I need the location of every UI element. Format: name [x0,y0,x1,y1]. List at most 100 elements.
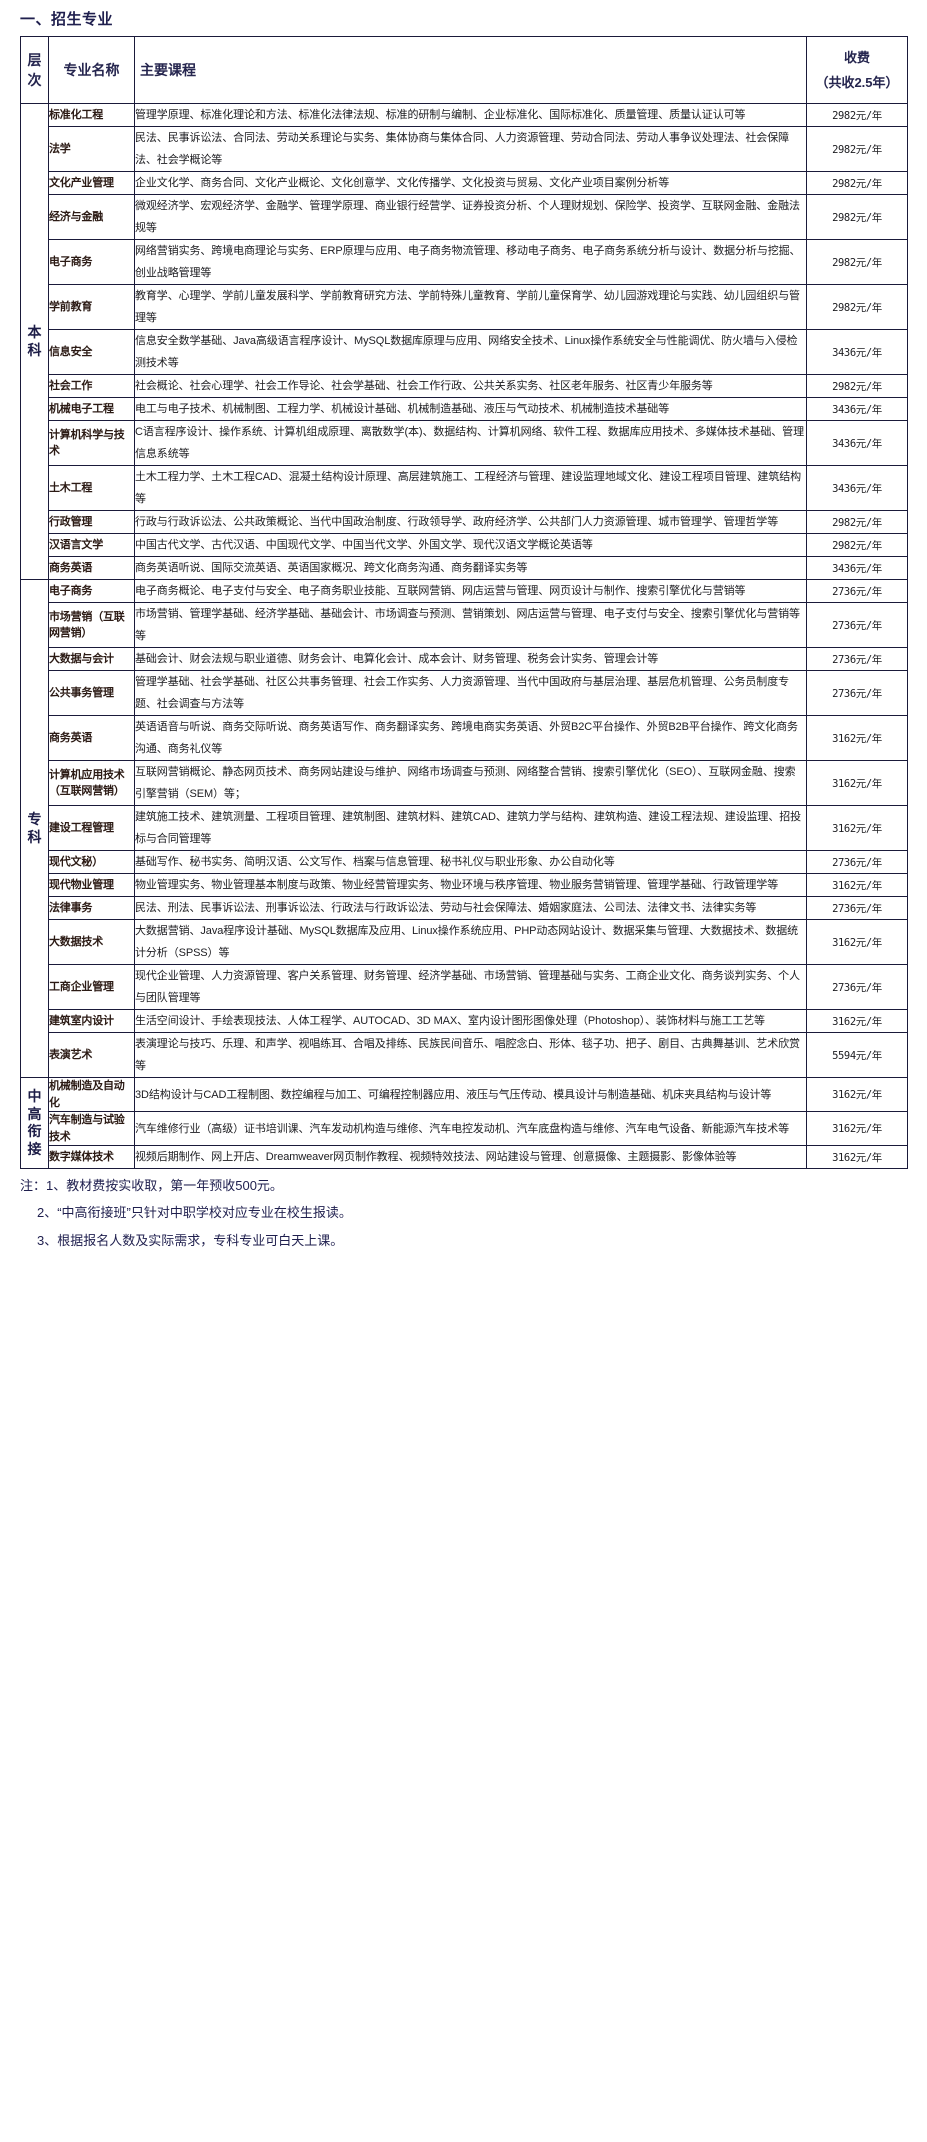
courses-cell: 管理学基础、社会学基础、社区公共事务管理、社会工作实务、人力资源管理、当代中国政… [134,670,807,716]
table-row: 行政管理 行政与行政诉讼法、公共政策概论、当代中国政治制度、行政领导学、政府经济学… [21,510,908,534]
fee-cell: 2982元/年 [806,239,908,285]
table-row: 现代文秘） 基础写作、秘书实务、简明汉语、公文写作、档案与信息管理、秘书礼仪与职业… [21,850,908,874]
major-name-cell: 数字媒体技术 [48,1145,135,1169]
table-row: 计算机科学与技术 C语言程序设计、操作系统、计算机组成原理、离散数学(本)、数据结… [21,420,908,466]
courses-cell: 民法、民事诉讼法、合同法、劳动关系理论与实务、集体协商与集体合同、人力资源管理、… [134,126,807,172]
fee-cell: 2982元/年 [806,510,908,534]
major-name-cell: 行政管理 [48,510,135,534]
major-name-cell: 现代物业管理 [48,873,135,897]
table-row: 建设工程管理 建筑施工技术、建筑测量、工程项目管理、建筑制图、建筑材料、建筑CAD… [21,805,908,851]
table-row: 专科 电子商务 电子商务概论、电子支付与安全、电子商务职业技能、互联网营销、网店运营… [20,579,908,1078]
level-cell: 专科 [20,579,49,1078]
major-name-cell: 社会工作 [48,374,135,398]
major-name-cell: 建设工程管理 [48,805,135,851]
fee-cell: 3162元/年 [806,873,908,897]
major-name-cell: 文化产业管理 [48,171,135,195]
courses-cell: 基础写作、秘书实务、简明汉语、公文写作、档案与信息管理、秘书礼仪与职业形象、办公… [134,850,807,874]
fee-cell: 2982元/年 [806,284,908,330]
major-name-cell: 土木工程 [48,465,135,511]
note-line: 2、“中高衔接班”只针对中职学校对应专业在校生报读。 [37,1205,352,1221]
courses-cell: 建筑施工技术、建筑测量、工程项目管理、建筑制图、建筑材料、建筑CAD、建筑力学与… [134,805,807,851]
notes-block: 注：1、教材费按实收取，第一年预收500元。 2、“中高衔接班”只针对中职学校对应… [20,1178,927,1249]
fee-cell: 2736元/年 [806,964,908,1010]
table-row: 文化产业管理 企业文化学、商务合同、文化产业概论、文化创意学、文化传播学、文化投资… [21,171,908,195]
note-line: 3、根据报名人数及实际需求，专科专业可白天上课。 [37,1232,344,1248]
column-header-major: 专业名称 [48,36,135,104]
major-name-cell: 公共事务管理 [48,670,135,716]
major-name-cell: 机械电子工程 [48,397,135,421]
enrollment-table: 层次 专业名称 主要课程 收费 （共收2.5年） 本科 标准化工程 管理学原理、标准… [20,36,908,1169]
major-name-cell: 汽车制造与试验技术 [48,1111,135,1146]
table-row: 商务英语 商务英语听说、国际交流英语、英语国家概况、跨文化商务沟通、商务翻译实务等… [21,556,908,580]
fee-cell: 3162元/年 [806,760,908,806]
table-row: 工商企业管理 现代企业管理、人力资源管理、客户关系管理、财务管理、经济学基础、市场… [21,964,908,1010]
fee-cell: 3162元/年 [806,805,908,851]
fee-cell: 2982元/年 [806,374,908,398]
table-row: 大数据技术 大数据营销、Java程序设计基础、MySQL数据库及应用、Linux操… [21,919,908,965]
fee-cell: 3162元/年 [806,1077,908,1112]
major-name-cell: 电子商务 [48,579,135,603]
fee-cell: 2736元/年 [806,579,908,603]
fee-cell: 3436元/年 [806,420,908,466]
courses-cell: 生活空间设计、手绘表现技法、人体工程学、AUTOCAD、3D MAX、室内设计图… [134,1009,807,1033]
major-name-cell: 计算机应用技术（互联网营销） [48,760,135,806]
fee-cell: 2736元/年 [806,896,908,920]
courses-cell: 网络营销实务、跨境电商理论与实务、ERP原理与应用、电子商务物流管理、移动电子商… [134,239,807,285]
major-name-cell: 建筑室内设计 [48,1009,135,1033]
courses-cell: 互联网营销概论、静态网页技术、商务网站建设与维护、网络市场调查与预测、网络整合营… [134,760,807,806]
major-name-cell: 大数据与会计 [48,647,135,671]
fee-header-main: 收费 [843,49,870,65]
major-name-cell: 表演艺术 [48,1032,135,1078]
major-name-cell: 计算机科学与技术 [48,420,135,466]
table-row: 数字媒体技术 视频后期制作、网上开店、Dreamweaver网页制作教程、视频特效… [21,1145,908,1169]
table-row: 土木工程 土木工程力学、土木工程CAD、混凝土结构设计原理、高层建筑施工、工程经济… [21,465,908,511]
fee-cell: 3436元/年 [806,397,908,421]
major-name-cell: 电子商务 [48,239,135,285]
major-name-cell: 法学 [48,126,135,172]
courses-cell: 汽车维修行业（高级）证书培训课、汽车发动机构造与维修、汽车电控发动机、汽车底盘构… [134,1111,807,1146]
table-row: 社会工作 社会概论、社会心理学、社会工作导论、社会学基础、社会工作行政、公共关系实… [21,374,908,398]
table-row: 本科 标准化工程 管理学原理、标准化理论和方法、标准化法律法规、标准的研制与编制、企… [20,103,908,580]
note-line: 注：1、教材费按实收取，第一年预收500元。 [20,1178,283,1193]
courses-cell: 管理学原理、标准化理论和方法、标准化法律法规、标准的研制与编制、企业标准化、国际… [134,103,807,127]
courses-cell: 信息安全数学基础、Java高级语言程序设计、MySQL数据库原理与应用、网络安全… [134,329,807,375]
column-header-fee: 收费 （共收2.5年） [806,36,908,104]
courses-cell: 民法、刑法、民事诉讼法、刑事诉讼法、行政法与行政诉讼法、劳动与社会保障法、婚姻家… [134,896,807,920]
table-row: 汉语言文学 中国古代文学、古代汉语、中国现代文学、中国当代文学、外国文学、现代汉语… [21,533,908,557]
fee-cell: 3162元/年 [806,1009,908,1033]
major-name-cell: 大数据技术 [48,919,135,965]
table-row: 信息安全 信息安全数学基础、Java高级语言程序设计、MySQL数据库原理与应用、… [21,329,908,375]
fee-cell: 2982元/年 [806,103,908,127]
courses-cell: 教育学、心理学、学前儿童发展科学、学前教育研究方法、学前特殊儿童教育、学前儿童保… [134,284,807,330]
major-name-cell: 法律事务 [48,896,135,920]
courses-cell: 行政与行政诉讼法、公共政策概论、当代中国政治制度、行政领导学、政府经济学、公共部… [134,510,807,534]
major-name-cell: 商务英语 [48,715,135,761]
courses-cell: 现代企业管理、人力资源管理、客户关系管理、财务管理、经济学基础、市场营销、管理基… [134,964,807,1010]
major-name-cell: 信息安全 [48,329,135,375]
courses-cell: 中国古代文学、古代汉语、中国现代文学、中国当代文学、外国文学、现代汉语文学概论英… [134,533,807,557]
fee-cell: 3436元/年 [806,465,908,511]
fee-cell: 2982元/年 [806,171,908,195]
table-body: 本科 标准化工程 管理学原理、标准化理论和方法、标准化法律法规、标准的研制与编制、企… [20,103,908,1169]
courses-cell: C语言程序设计、操作系统、计算机组成原理、离散数学(本)、数据结构、计算机网络、… [134,420,807,466]
courses-cell: 基础会计、财会法规与职业道德、财务会计、电算化会计、成本会计、财务管理、税务会计… [134,647,807,671]
major-name-cell: 汉语言文学 [48,533,135,557]
fee-cell: 3436元/年 [806,329,908,375]
courses-cell: 英语语音与听说、商务交际听说、商务英语写作、商务翻译实务、跨境电商实务英语、外贸… [134,715,807,761]
courses-cell: 微观经济学、宏观经济学、金融学、管理学原理、商业银行经营学、证券投资分析、个人理… [134,194,807,240]
fee-header-sub: （共收2.5年） [815,75,899,90]
fee-cell: 3162元/年 [806,715,908,761]
courses-cell: 企业文化学、商务合同、文化产业概论、文化创意学、文化传播学、文化投资与贸易、文化… [134,171,807,195]
courses-cell: 土木工程力学、土木工程CAD、混凝土结构设计原理、高层建筑施工、工程经济与管理、… [134,465,807,511]
fee-cell: 3162元/年 [806,1145,908,1169]
fee-cell: 3162元/年 [806,1111,908,1146]
level-cell: 本科 [20,103,49,580]
table-row: 中高衔接 机械制造及自动化 3D结构设计与CAD工程制图、数控编程与加工、可编程控制… [20,1077,908,1169]
table-row: 经济与金融 微观经济学、宏观经济学、金融学、管理学原理、商业银行经营学、证券投资分… [21,194,908,240]
fee-cell: 3162元/年 [806,919,908,965]
major-name-cell: 市场营销（互联网营销） [48,602,135,648]
fee-cell: 2736元/年 [806,602,908,648]
fee-cell: 2982元/年 [806,533,908,557]
table-row: 市场营销（互联网营销） 市场营销、管理学基础、经济学基础、基础会计、市场调查与预测… [21,602,908,648]
courses-cell: 社会概论、社会心理学、社会工作导论、社会学基础、社会工作行政、公共关系实务、社区… [134,374,807,398]
